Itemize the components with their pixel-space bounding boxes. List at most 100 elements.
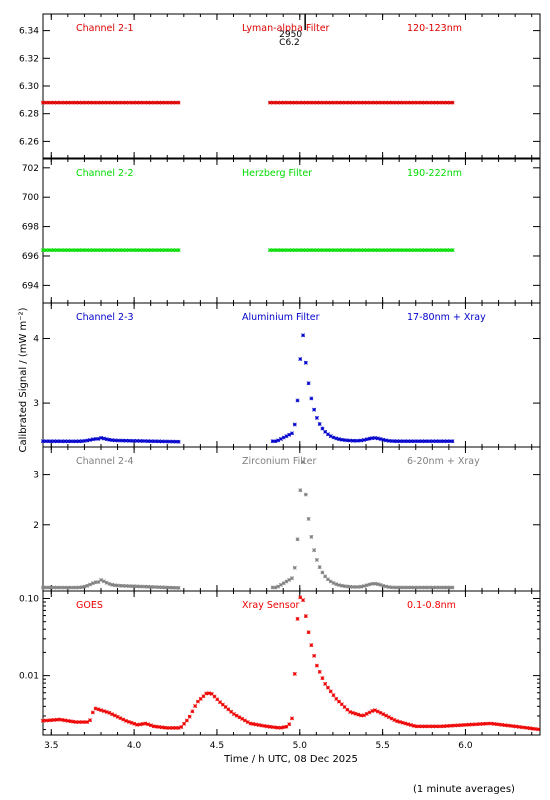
data-point xyxy=(159,248,164,253)
data-point xyxy=(403,585,408,590)
data-point xyxy=(389,248,394,253)
data-point xyxy=(93,580,98,585)
data-point xyxy=(143,721,148,726)
data-point xyxy=(273,248,278,253)
data-point xyxy=(389,585,394,590)
data-point xyxy=(148,248,153,253)
data-point xyxy=(359,438,364,443)
data-point xyxy=(331,100,336,105)
data-point xyxy=(129,248,134,253)
data-point xyxy=(201,694,206,699)
data-point xyxy=(323,574,328,579)
data-point xyxy=(361,713,366,718)
data-point xyxy=(99,100,104,105)
data-point xyxy=(395,100,400,105)
data-point xyxy=(339,100,344,105)
data-point xyxy=(428,248,433,253)
data-point xyxy=(411,585,416,590)
data-point xyxy=(370,248,375,253)
data-point xyxy=(284,579,289,584)
data-point xyxy=(353,438,358,443)
data-point xyxy=(298,357,303,362)
data-point xyxy=(436,585,441,590)
data-point xyxy=(325,685,330,690)
data-point xyxy=(54,439,59,444)
data-point xyxy=(49,585,54,590)
data-point xyxy=(447,248,452,253)
data-point xyxy=(82,720,87,725)
data-point xyxy=(328,434,333,439)
data-point xyxy=(165,100,170,105)
data-point xyxy=(157,439,162,444)
data-point xyxy=(345,100,350,105)
channel-label: Channel 2-4 xyxy=(76,456,134,467)
data-point xyxy=(88,248,93,253)
data-point xyxy=(226,707,231,712)
data-point xyxy=(132,248,137,253)
data-point xyxy=(90,248,95,253)
data-point xyxy=(445,248,450,253)
data-point xyxy=(79,248,84,253)
data-point xyxy=(184,718,189,723)
data-point xyxy=(96,248,101,253)
band-label: 6-20nm + Xray xyxy=(407,456,480,467)
data-point xyxy=(345,438,350,443)
data-point xyxy=(162,725,167,730)
data-point xyxy=(301,248,306,253)
data-point xyxy=(375,248,380,253)
data-point xyxy=(79,720,84,725)
data-point xyxy=(301,598,306,603)
data-point xyxy=(96,707,101,712)
data-point xyxy=(378,710,383,715)
data-point xyxy=(60,585,65,590)
data-point xyxy=(292,248,297,253)
data-point xyxy=(99,248,104,253)
data-point xyxy=(251,722,256,726)
data-point xyxy=(337,100,342,105)
panel-2: 694 696 698 700 702 Channel 2-2 Herzberg Filte… xyxy=(22,158,541,304)
data-point xyxy=(43,718,48,723)
data-point xyxy=(312,100,317,105)
data-point xyxy=(317,100,322,105)
data-point xyxy=(135,100,140,105)
data-point xyxy=(345,584,350,589)
data-point xyxy=(292,100,297,105)
data-point xyxy=(179,724,184,729)
data-point xyxy=(456,723,460,728)
data-point xyxy=(431,585,436,590)
channel-label: Channel 2-2 xyxy=(76,168,134,179)
data-point xyxy=(317,565,322,570)
data-point xyxy=(162,100,167,105)
data-point xyxy=(65,439,70,444)
data-point xyxy=(433,248,438,253)
data-point xyxy=(381,437,386,442)
data-point xyxy=(317,669,322,674)
data-point xyxy=(137,100,142,105)
data-point xyxy=(370,436,375,441)
data-point xyxy=(76,585,81,590)
data-point xyxy=(298,248,303,253)
data-point xyxy=(450,723,455,728)
data-point xyxy=(60,717,65,722)
data-point xyxy=(242,718,247,723)
data-point xyxy=(486,721,491,726)
data-point xyxy=(309,534,314,539)
data-point xyxy=(52,585,57,590)
data-point xyxy=(63,585,68,590)
panel-4: 2 3 Channel 2-4 Zirconium Filter 6-20nm + Xr… xyxy=(33,446,541,592)
data-point xyxy=(110,712,115,717)
panel-5: 0.01 0.10 GOES Xray Sensor 0.1-0.8nm xyxy=(19,590,541,736)
data-point xyxy=(342,248,347,253)
data-point xyxy=(159,725,164,730)
data-point xyxy=(362,248,367,253)
panel-frame xyxy=(42,446,541,592)
data-point xyxy=(334,696,339,701)
data-point xyxy=(433,585,438,590)
data-point xyxy=(60,100,65,105)
data-point xyxy=(212,694,217,699)
data-point xyxy=(309,643,314,648)
data-point xyxy=(154,724,159,729)
data-point xyxy=(121,248,126,253)
data-point xyxy=(395,585,400,590)
